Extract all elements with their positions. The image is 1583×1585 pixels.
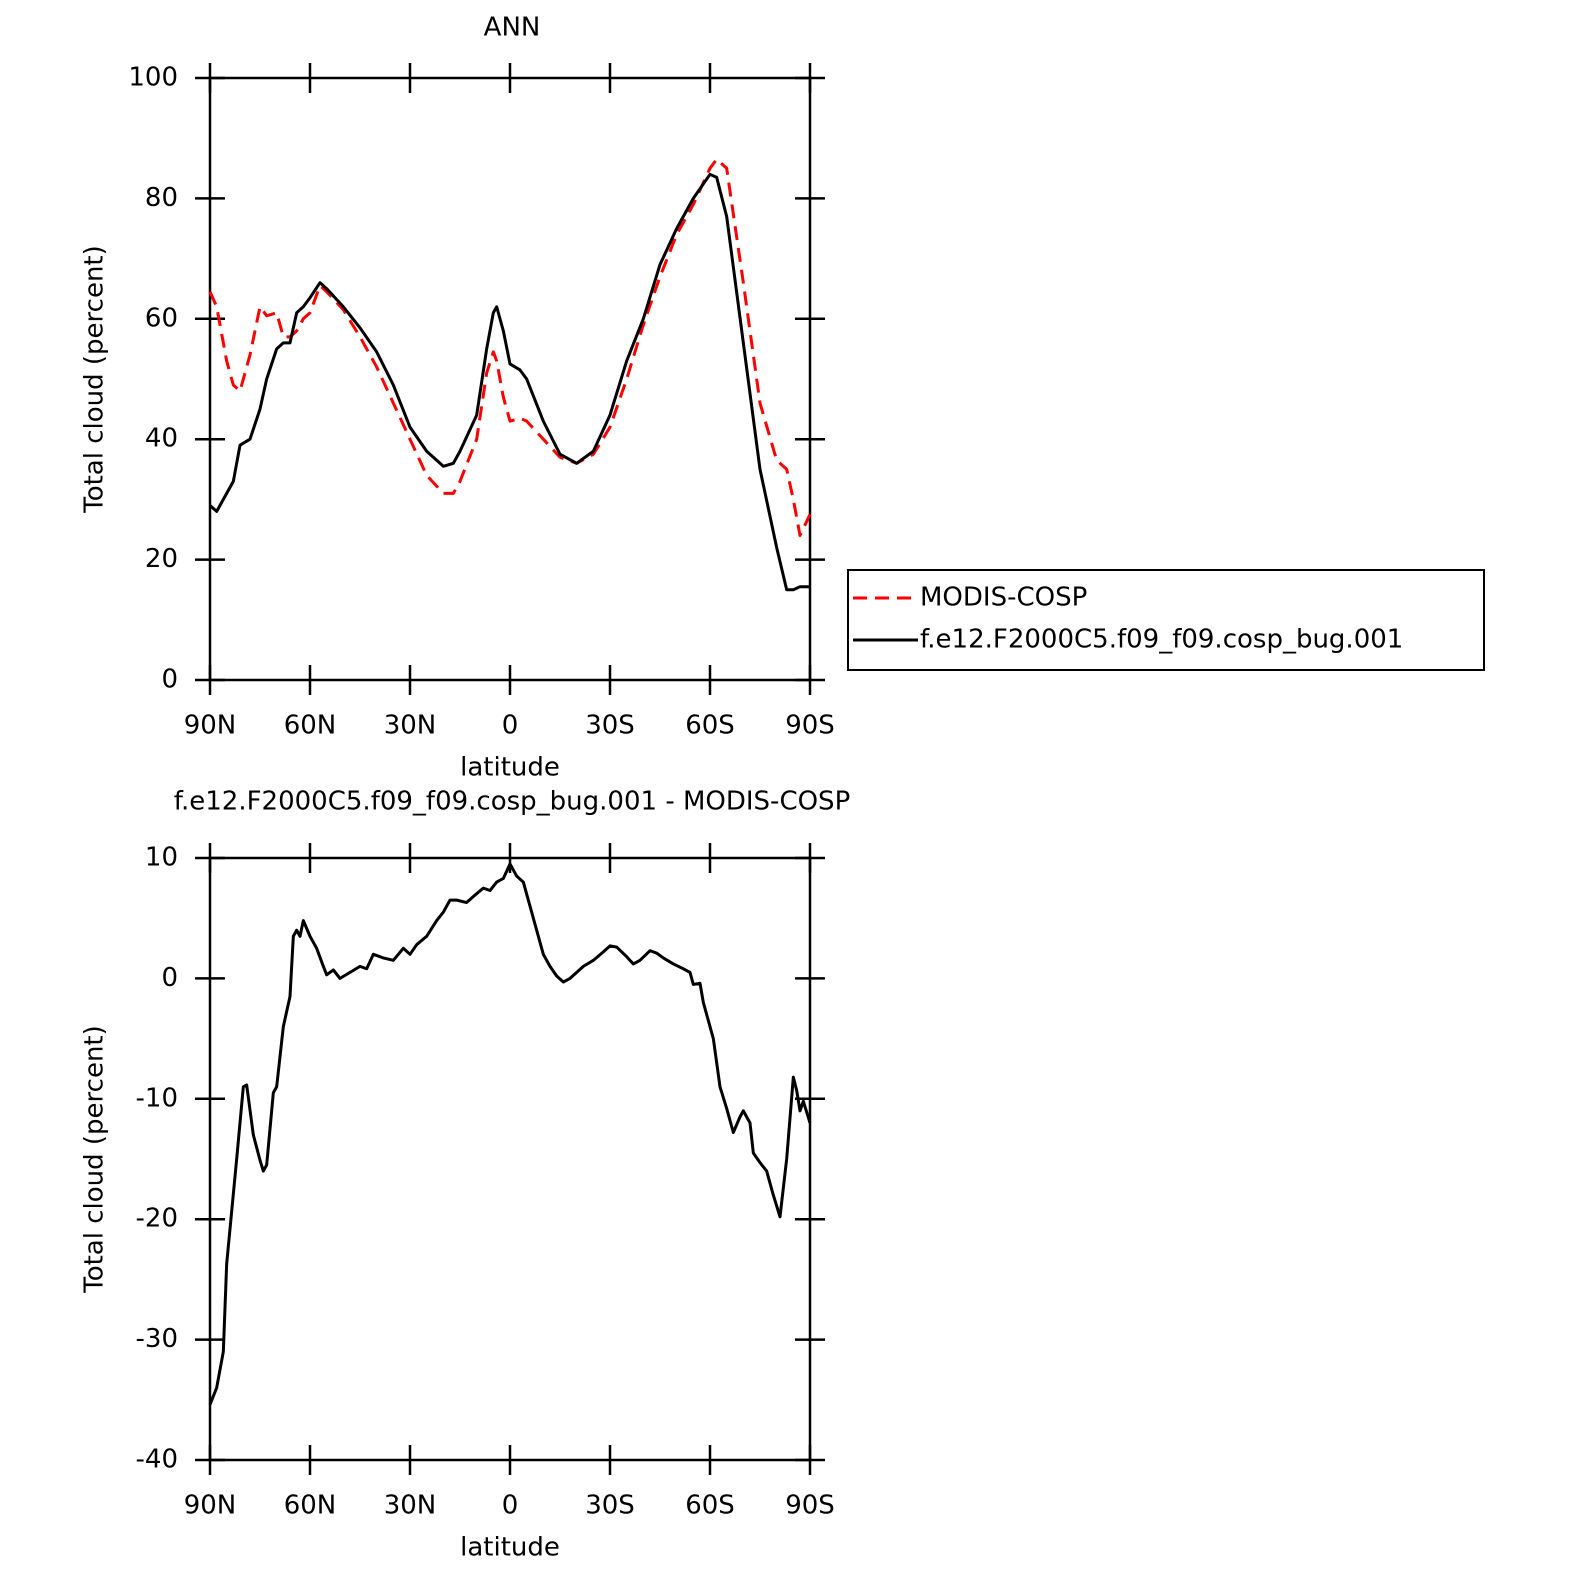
x-tick-label: 0 [502,711,519,741]
x-tick-label: 60S [685,1491,735,1521]
y-tick-label: 80 [145,183,178,213]
legend-label: f.e12.F2000C5.f09_f09.cosp_bug.001 [920,625,1403,655]
y-axis-label: Total cloud (percent) [80,245,110,514]
y-tick-label: 20 [145,544,178,574]
y-tick-label: -20 [136,1204,178,1234]
x-tick-label: 60N [284,1491,337,1521]
y-tick-label: -40 [136,1445,178,1475]
x-tick-label: 90N [184,711,237,741]
data-line [208,172,810,592]
x-tick-label: 0 [502,1491,519,1521]
x-tick-label: 60S [685,711,735,741]
data-line [208,862,812,1406]
y-tick-label: -10 [136,1083,178,1113]
chart-title: ANN [484,13,541,43]
chart-title: f.e12.F2000C5.f09_f09.cosp_bug.001 - MOD… [174,787,851,817]
x-tick-label: 60N [284,711,337,741]
y-tick-label: 0 [161,665,178,695]
x-tick-label: 90S [785,711,835,741]
y-tick-label: -30 [136,1324,178,1354]
legend-label: MODIS-COSP [920,583,1087,613]
y-tick-label: 100 [128,63,178,93]
y-axis-label: Total cloud (percent) [80,1025,110,1294]
y-tick-label: 10 [145,843,178,873]
x-tick-label: 90S [785,1491,835,1521]
x-tick-label: 30S [585,1491,635,1521]
x-tick-label: 30N [384,1491,437,1521]
plot-frame [208,76,812,682]
plot-frame [208,856,812,1462]
legend-box [847,569,1485,671]
x-axis-label: latitude [460,753,560,783]
y-tick-label: 60 [145,303,178,333]
data-line [208,157,812,538]
x-axis-label: latitude [460,1533,560,1563]
y-tick-label: 40 [145,424,178,454]
x-tick-label: 30N [384,711,437,741]
x-tick-label: 90N [184,1491,237,1521]
y-tick-label: 0 [161,963,178,993]
x-tick-label: 30S [585,711,635,741]
